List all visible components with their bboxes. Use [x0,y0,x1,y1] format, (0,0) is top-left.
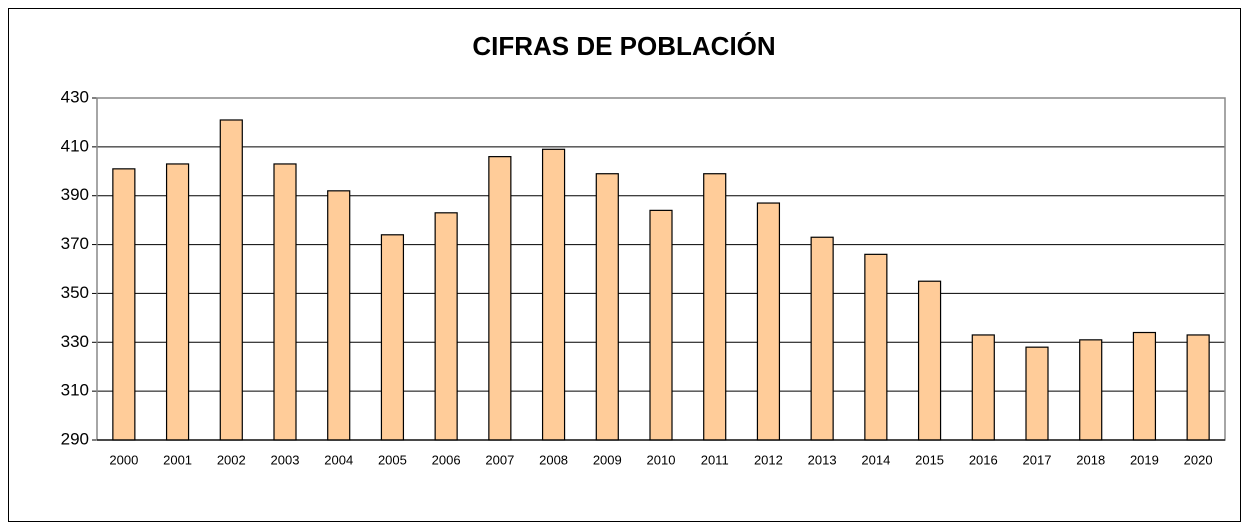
x-tick-label: 2018 [1076,452,1105,467]
bar [649,209,673,441]
x-tick-label: 2002 [217,452,246,467]
bar [165,163,190,441]
y-tick-label: 290 [61,429,89,448]
x-tick-label: 2003 [271,452,300,467]
bar [541,148,566,441]
bar [595,173,619,441]
x-tick-label: 2000 [109,452,138,467]
y-tick-label: 430 [61,87,89,106]
bar [1079,339,1103,441]
bar [864,253,888,441]
x-tick-label: 2019 [1130,452,1159,467]
bar [971,334,995,441]
x-tick-label: 2016 [969,452,998,467]
y-tick-label: 330 [61,332,89,351]
x-tick-label: 2012 [754,452,783,467]
bar [1132,331,1157,441]
x-tick-label: 2015 [915,452,944,467]
x-tick-label: 2017 [1023,452,1052,467]
x-tick-label: 2001 [163,452,192,467]
bar [434,212,458,441]
bar [380,234,405,441]
x-tick-label: 2007 [485,452,514,467]
x-tick-label: 2011 [701,452,729,467]
y-tick-label: 370 [61,234,89,253]
bar [703,173,727,441]
bar [488,156,512,441]
x-tick-label: 2020 [1184,452,1213,467]
chart-frame [8,8,1241,522]
x-tick-label: 2005 [378,452,407,467]
bar [917,280,942,441]
chart-title: CIFRAS DE POBLACIÓN [472,31,775,61]
y-tick-label: 390 [61,185,89,204]
bar [273,163,297,441]
x-tick-label: 2008 [539,452,568,467]
bar [1025,346,1049,441]
x-tick-label: 2013 [808,452,837,467]
y-tick-label: 310 [61,381,89,400]
x-tick-label: 2014 [861,452,890,467]
y-tick-label: 350 [61,283,89,302]
x-tick-label: 2010 [647,452,676,467]
bar [756,202,781,441]
bar [112,168,136,441]
y-tick-label: 410 [61,136,89,155]
bar [810,236,834,441]
bar [219,119,243,441]
x-tick-label: 2006 [432,452,461,467]
x-tick-label: 2004 [324,452,353,467]
bar [1186,334,1210,441]
bar [327,190,351,441]
x-tick-label: 2009 [593,452,622,467]
